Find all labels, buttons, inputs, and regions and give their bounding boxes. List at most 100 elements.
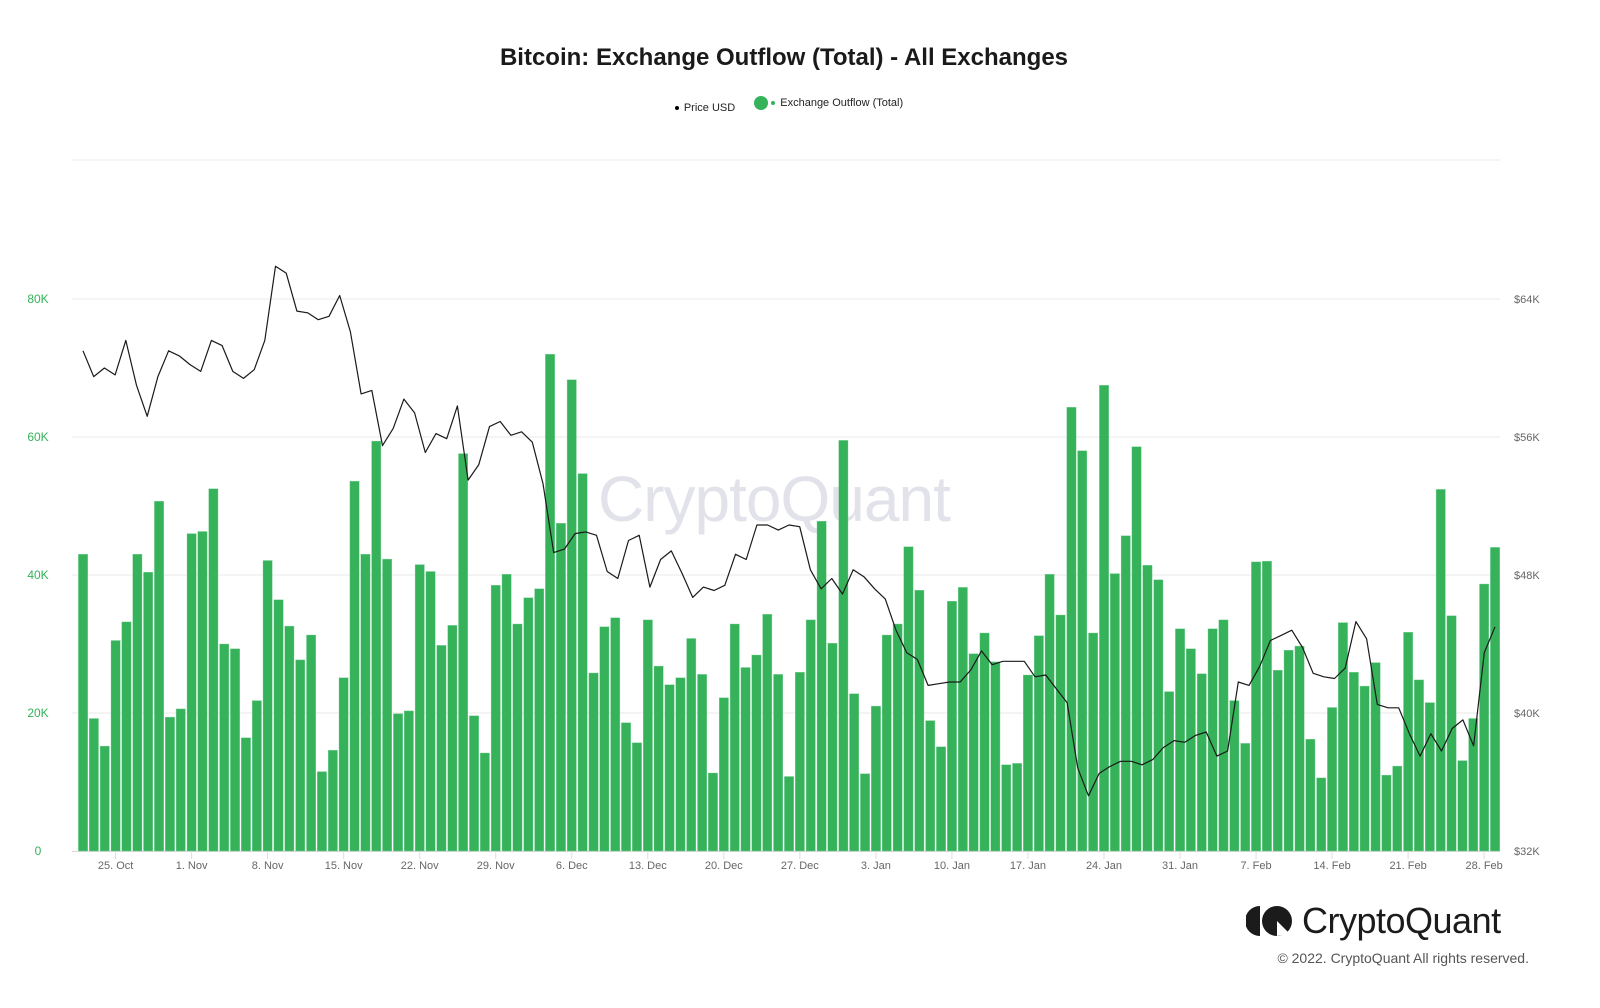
bar[interactable]	[230, 648, 240, 852]
bar[interactable]	[1392, 765, 1403, 852]
bar[interactable]	[643, 619, 653, 852]
bar[interactable]	[1088, 632, 1099, 852]
bar[interactable]	[708, 772, 718, 852]
bar[interactable]	[284, 625, 295, 852]
bar[interactable]	[165, 716, 175, 852]
bar[interactable]	[349, 481, 360, 852]
bar[interactable]	[360, 554, 371, 852]
bar[interactable]	[1316, 777, 1327, 852]
bar[interactable]	[1446, 615, 1457, 852]
bar[interactable]	[501, 574, 512, 852]
bar[interactable]	[1164, 691, 1175, 852]
bar[interactable]	[490, 585, 501, 852]
bar[interactable]	[621, 722, 631, 852]
bar[interactable]	[371, 440, 382, 852]
bar[interactable]	[1479, 583, 1490, 852]
bar[interactable]	[404, 710, 414, 852]
bar[interactable]	[306, 634, 317, 852]
bar[interactable]	[1468, 718, 1479, 852]
bar[interactable]	[979, 632, 990, 852]
bar[interactable]	[1240, 743, 1251, 852]
bar[interactable]	[241, 737, 251, 852]
bar[interactable]	[599, 626, 610, 852]
bar[interactable]	[1044, 574, 1055, 852]
bar[interactable]	[990, 661, 1001, 852]
bar[interactable]	[436, 645, 447, 852]
bar[interactable]	[1142, 565, 1153, 852]
bar[interactable]	[1251, 561, 1261, 852]
bar[interactable]	[1196, 673, 1207, 852]
bar[interactable]	[947, 601, 957, 852]
bar[interactable]	[1327, 707, 1337, 852]
bar[interactable]	[262, 560, 273, 852]
bar[interactable]	[1033, 635, 1044, 852]
bar[interactable]	[1414, 679, 1424, 852]
bar[interactable]	[1424, 702, 1435, 852]
bar[interactable]	[295, 659, 306, 852]
bar[interactable]	[653, 665, 664, 852]
bar[interactable]	[784, 776, 794, 852]
bar[interactable]	[1381, 774, 1392, 852]
bar[interactable]	[849, 693, 860, 852]
bar[interactable]	[936, 746, 946, 852]
bar[interactable]	[78, 554, 88, 852]
bar[interactable]	[1338, 622, 1348, 852]
bar[interactable]	[469, 715, 479, 852]
bar[interactable]	[1272, 670, 1283, 852]
bar[interactable]	[1457, 760, 1468, 852]
bar[interactable]	[686, 638, 697, 852]
bar[interactable]	[816, 521, 827, 852]
bar[interactable]	[328, 750, 338, 852]
bar[interactable]	[1023, 674, 1033, 852]
bar[interactable]	[197, 531, 208, 852]
bar[interactable]	[480, 752, 490, 852]
bar[interactable]	[143, 572, 154, 852]
bar[interactable]	[1185, 648, 1196, 852]
bar[interactable]	[719, 697, 729, 852]
bar[interactable]	[121, 621, 132, 852]
bar[interactable]	[925, 720, 936, 852]
bar[interactable]	[447, 625, 458, 852]
bar[interactable]	[251, 700, 262, 852]
bar[interactable]	[545, 354, 555, 852]
bar[interactable]	[860, 773, 870, 852]
legend-item-price[interactable]: Price USD	[674, 102, 735, 114]
bar[interactable]	[556, 523, 566, 852]
bar[interactable]	[1305, 739, 1316, 852]
bar[interactable]	[588, 672, 599, 852]
bar[interactable]	[751, 654, 762, 852]
bar[interactable]	[154, 501, 164, 852]
bar[interactable]	[729, 623, 740, 852]
bar[interactable]	[1294, 645, 1305, 852]
legend-item-outflow[interactable]: Exchange Outflow (Total)	[754, 96, 903, 110]
bar[interactable]	[425, 571, 436, 852]
bar[interactable]	[382, 558, 393, 852]
bar[interactable]	[1283, 650, 1294, 852]
bar[interactable]	[1490, 547, 1500, 852]
bar[interactable]	[99, 745, 110, 852]
bar[interactable]	[110, 640, 121, 852]
bar[interactable]	[1099, 385, 1109, 852]
bar[interactable]	[219, 643, 230, 852]
bar[interactable]	[914, 590, 925, 852]
bar[interactable]	[273, 599, 284, 852]
bar[interactable]	[632, 742, 642, 852]
bar[interactable]	[1120, 535, 1131, 852]
bar[interactable]	[1262, 561, 1272, 852]
bar[interactable]	[523, 597, 534, 852]
bar[interactable]	[1109, 573, 1120, 852]
bar[interactable]	[740, 667, 751, 852]
bar[interactable]	[1359, 685, 1370, 852]
bar[interactable]	[827, 643, 838, 852]
bar[interactable]	[795, 672, 805, 852]
bar[interactable]	[317, 771, 327, 852]
bar[interactable]	[1229, 700, 1240, 852]
bar[interactable]	[892, 623, 903, 852]
bar[interactable]	[88, 718, 99, 852]
bar[interactable]	[805, 619, 816, 852]
bar[interactable]	[881, 634, 892, 852]
bar[interactable]	[534, 588, 545, 852]
bar[interactable]	[1218, 619, 1229, 852]
bar[interactable]	[1207, 628, 1218, 852]
bar[interactable]	[762, 614, 773, 852]
